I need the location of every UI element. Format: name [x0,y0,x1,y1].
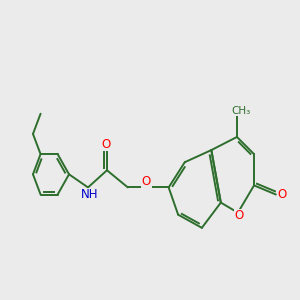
Text: O: O [142,175,151,188]
Text: CH₃: CH₃ [232,106,251,116]
Text: NH: NH [81,188,98,201]
Text: O: O [101,138,110,151]
Text: O: O [235,209,244,222]
Text: O: O [277,188,286,201]
